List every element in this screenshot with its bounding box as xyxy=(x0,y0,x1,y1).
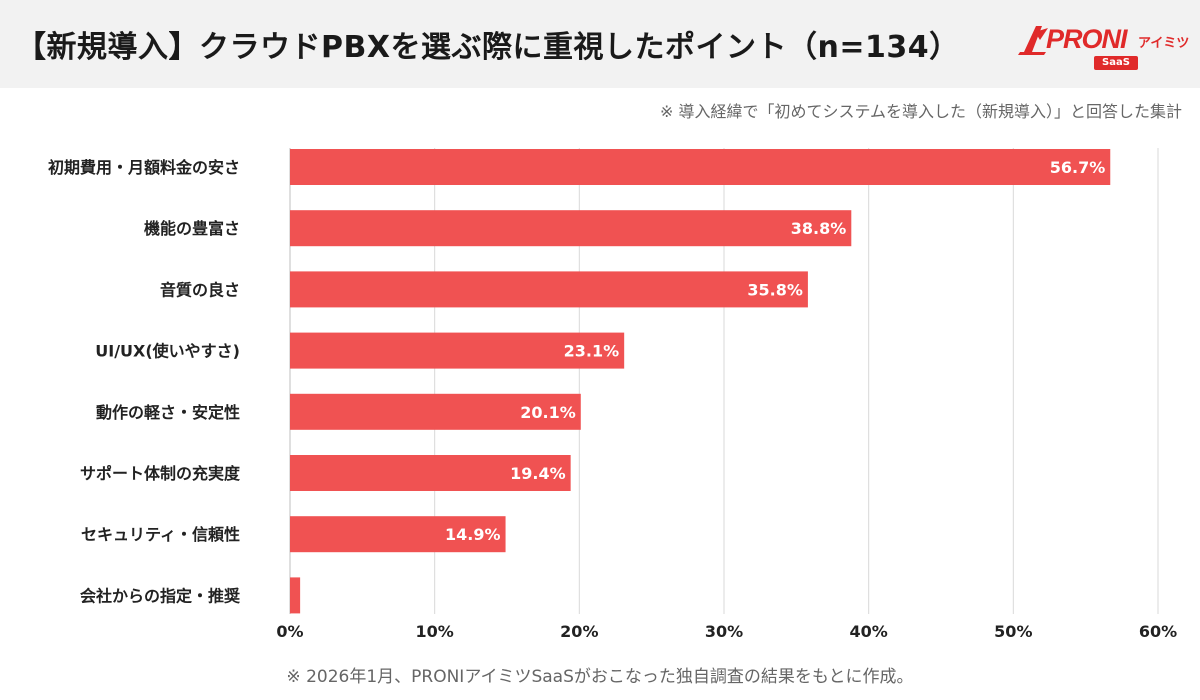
chart-title: 【新規導入】クラウドPBXを選ぶ際に重視したポイント（n=134） xyxy=(16,30,960,65)
bar xyxy=(290,332,625,369)
data-label: 14.9% xyxy=(445,525,501,544)
logo-wordmark: PRONI xyxy=(1046,24,1128,54)
brand-logo: PRONI アイミツ SaaS xyxy=(1018,18,1190,70)
category-label: 会社からの指定・推奨 xyxy=(80,586,241,605)
data-label: 23.1% xyxy=(564,342,620,361)
x-tick-label: 60% xyxy=(1139,622,1177,641)
category-label: 音質の良さ xyxy=(160,280,240,299)
bar-chart: 0% 10% 20% 30% 40% 50% 60% 初期費用・月額料金の安さ 56.7% 機能の… xyxy=(48,148,1177,641)
x-tick-label: 20% xyxy=(560,622,598,641)
data-label: 35.8% xyxy=(747,280,803,299)
x-tick-label: 30% xyxy=(705,622,743,641)
bar xyxy=(290,577,301,614)
x-tick-label: 50% xyxy=(994,622,1032,641)
category-label: セキュリティ・信頼性 xyxy=(81,525,240,544)
bar xyxy=(290,516,506,553)
bar xyxy=(290,149,1111,185)
chart-note: ※ 導入経緯で「初めてシステムを導入した（新規導入）」と回答した集計 xyxy=(659,102,1182,121)
bar xyxy=(290,455,571,491)
category-label: 動作の軽さ・安定性 xyxy=(96,403,240,422)
x-tick-label: 10% xyxy=(416,622,454,641)
data-label: 20.1% xyxy=(520,403,576,422)
data-label: 19.4% xyxy=(510,464,566,483)
category-label: サポート体制の充実度 xyxy=(80,464,241,483)
logo-kana: アイミツ xyxy=(1138,36,1190,51)
category-label: UI/UX(使いやすさ) xyxy=(95,342,240,361)
x-tick-label: 40% xyxy=(850,622,888,641)
source-footnote: ※ 2026年1月、PRONIアイミツSaaSがおこなった独自調査の結果をもとに… xyxy=(286,667,914,687)
category-label: 初期費用・月額料金の安さ xyxy=(48,158,240,177)
category-label: 機能の豊富さ xyxy=(144,219,240,238)
data-label: 56.7% xyxy=(1050,158,1106,177)
bar xyxy=(290,393,581,430)
header-band: 【新規導入】クラウドPBXを選ぶ際に重視したポイント（n=134） PRONI … xyxy=(0,0,1200,88)
data-label: 38.8% xyxy=(791,219,847,238)
logo-mark-icon xyxy=(1018,26,1048,55)
x-tick-label: 0% xyxy=(276,622,303,641)
bar xyxy=(290,210,852,247)
logo-saas-badge: SaaS xyxy=(1094,56,1138,70)
bar xyxy=(290,271,808,308)
